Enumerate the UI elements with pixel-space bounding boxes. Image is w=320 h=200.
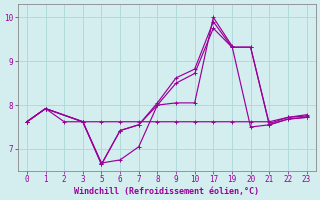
X-axis label: Windchill (Refroidissement éolien,°C): Windchill (Refroidissement éolien,°C) [74, 187, 259, 196]
